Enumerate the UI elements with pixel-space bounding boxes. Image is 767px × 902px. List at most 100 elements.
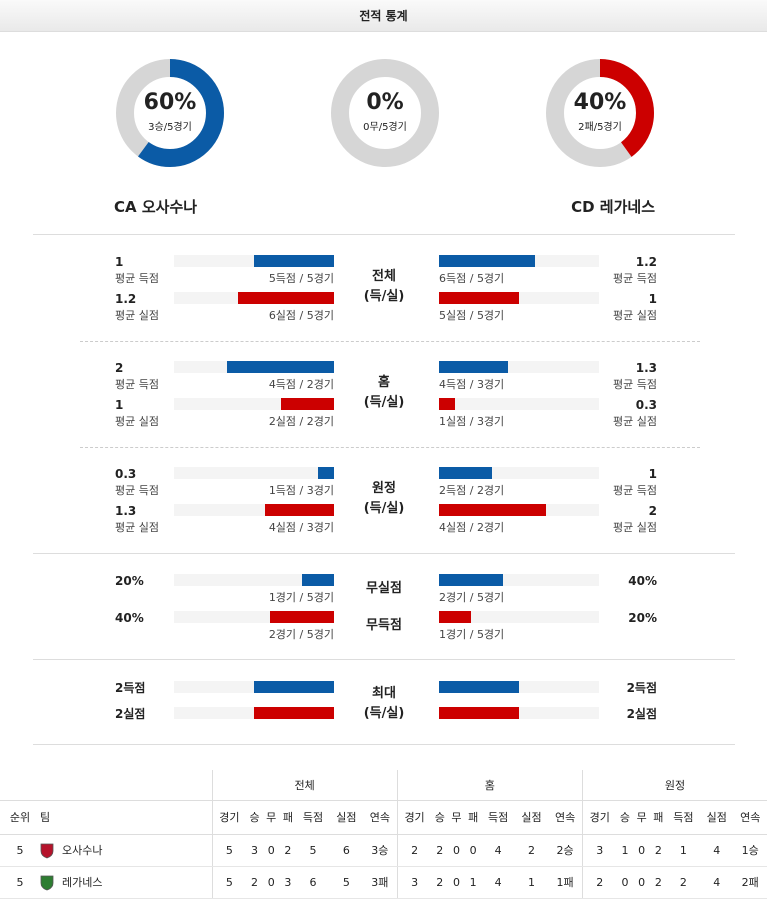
stat-cell: 3	[581, 834, 617, 867]
donut-track	[331, 59, 439, 167]
section-label-main: 최대	[372, 686, 396, 701]
away-bar-caption: 2경기 / 5경기	[439, 591, 505, 604]
home-stat-label: 평균 득점	[115, 272, 159, 285]
stat-header: 실점	[700, 799, 734, 835]
home-bar-caption: 1득점 / 3경기	[268, 484, 334, 497]
section-label-main: 전체	[372, 269, 396, 284]
donut-ring	[116, 59, 224, 167]
donut-fill	[546, 59, 654, 167]
stat-cell: 6	[296, 866, 330, 899]
away-bar-caption: 4득점 / 3경기	[439, 378, 505, 391]
standings-column-header: 순위 팀 경기 승 무 패 득점 실점 연속 경기 승 무 패 득점 실점 연속 경기 승 무 패 득점 실점 연속	[0, 799, 767, 835]
home-bar	[302, 574, 334, 586]
section-label-sub: (득/실)	[363, 501, 405, 516]
stat-header: 무	[633, 799, 651, 835]
away-stat-value: 1.3	[635, 361, 657, 375]
away-stat-label: 평균 실점	[613, 415, 657, 428]
group-away: 원정	[581, 770, 767, 800]
stat-cell: 3	[396, 866, 432, 899]
stat-cell: 6	[329, 834, 364, 867]
stat-cell: 0	[448, 834, 465, 867]
away-bar	[439, 398, 455, 410]
home-bar-track	[174, 681, 334, 693]
away-bar-track	[439, 467, 599, 479]
away-bar-track	[439, 292, 599, 304]
away-team-name[interactable]: CD 레가네스	[571, 198, 655, 216]
stat-cell: 4	[481, 866, 515, 899]
away-stat-label: 평균 실점	[613, 309, 657, 322]
away-bar-caption: 1실점 / 3경기	[439, 415, 505, 428]
rank-cell: 5	[0, 834, 40, 867]
home-stat-value: 1.2	[115, 292, 137, 306]
team-crest-icon	[40, 843, 54, 859]
group-home: 홈	[396, 770, 583, 800]
stat-cell: 1	[464, 866, 482, 899]
home-stat-value: 1	[115, 255, 124, 269]
home-bar-track	[174, 574, 334, 586]
home-bar-caption: 1경기 / 5경기	[268, 591, 334, 604]
home-team-name[interactable]: CA 오사수나	[114, 198, 198, 216]
home-clean-value: 40%	[115, 611, 144, 625]
home-clean-value: 20%	[115, 574, 144, 588]
home-bar	[318, 467, 334, 479]
away-bar	[439, 467, 492, 479]
team-name[interactable]: 오사수나	[62, 843, 103, 857]
home-stat-label: 평균 실점	[115, 309, 159, 322]
stat-header: 패	[650, 799, 667, 835]
stat-header: 무	[448, 799, 465, 835]
home-bar	[270, 611, 334, 623]
donut-percent: 60%	[143, 90, 197, 115]
away-bar-track	[439, 398, 599, 410]
table-row[interactable]: 5 오사수나 5 3 0 2 5 6 3승 2 2 0 0 4 2 2승 3 1 0 2 1 4 1승	[0, 834, 767, 867]
home-stat-label: 평균 득점	[115, 378, 159, 391]
section-label: 원정 (득/실)	[354, 479, 414, 519]
home-stat-value: 1	[115, 398, 124, 412]
home-stat-label: 평균 실점	[115, 521, 159, 534]
stat-cell: 3	[246, 834, 263, 867]
donut-record: 3승/5경기	[148, 122, 192, 133]
away-bar-caption: 5실점 / 5경기	[439, 309, 505, 322]
home-bar-track	[174, 467, 334, 479]
stat-cell: 0	[262, 866, 280, 899]
team-cell: 오사수나	[40, 834, 212, 867]
stat-header: 실점	[514, 799, 549, 835]
draw-donut: 0% 0무/5경기	[330, 58, 440, 168]
stat-cell: 5	[211, 834, 247, 867]
stat-cell: 0	[448, 866, 465, 899]
stat-cell: 1	[616, 834, 634, 867]
away-clean-value: 40%	[628, 574, 657, 588]
stat-cell: 0	[464, 834, 482, 867]
home-bar-track	[174, 255, 334, 267]
stat-cell: 3	[279, 866, 297, 899]
stat-cell: 2	[431, 834, 449, 867]
team-name[interactable]: 레가네스	[62, 875, 103, 889]
stat-header: 연속	[363, 799, 398, 835]
home-stat-value: 2	[115, 361, 124, 375]
stat-cell: 1승	[733, 834, 767, 867]
standings-group-header: 전체 홈 원정	[0, 770, 767, 800]
away-max-value: 2실점	[626, 707, 657, 721]
away-stat-label: 평균 득점	[613, 484, 657, 497]
stat-cell: 2패	[733, 866, 767, 899]
stat-header: 승	[431, 799, 449, 835]
stat-cell: 4	[700, 866, 734, 899]
stat-cell: 5	[329, 866, 364, 899]
away-bar-caption: 2득점 / 2경기	[439, 484, 505, 497]
stat-cell: 2	[431, 866, 449, 899]
stat-cell: 2	[650, 866, 667, 899]
stat-header: 득점	[666, 799, 701, 835]
stat-header: 연속	[733, 799, 767, 835]
away-stat-value: 0.3	[635, 398, 657, 412]
donut-percent: 40%	[573, 90, 627, 115]
home-max-value: 2득점	[115, 681, 146, 695]
table-row[interactable]: 5 레가네스 5 2 0 3 6 5 3패 3 2 0 1 4 1 1패 2 0 0 2 2 4 2패	[0, 866, 767, 899]
home-bar	[238, 292, 334, 304]
away-bar	[439, 574, 503, 586]
section-label-main: 원정	[372, 481, 396, 496]
donut-fill	[116, 59, 224, 167]
section-label: 전체 (득/실)	[354, 267, 414, 307]
home-bar-caption: 4실점 / 3경기	[268, 521, 334, 534]
stat-cell: 2	[514, 834, 549, 867]
away-bar	[439, 361, 508, 373]
donut-record: 0무/5경기	[363, 122, 407, 133]
